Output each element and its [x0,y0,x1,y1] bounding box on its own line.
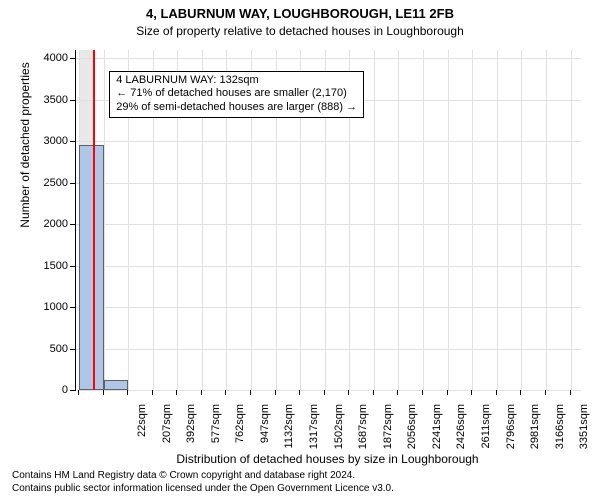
y-tick-mark [70,58,75,59]
x-tick-mark [496,390,497,395]
x-tick-label: 207sqm [161,404,173,464]
x-tick-mark [78,390,79,395]
x-tick-label: 1872sqm [382,404,394,464]
x-tick-mark [275,390,276,395]
caption-line-1: Contains HM Land Registry data © Crown c… [12,470,355,481]
annotation-box: 4 LABURNUM WAY: 132sqm← 71% of detached … [109,71,364,118]
x-tick-mark [348,390,349,395]
y-tick-label: 2500 [28,177,68,189]
x-tick-mark [447,390,448,395]
x-tick-label: 2796sqm [505,404,517,464]
x-tick-mark [299,390,300,395]
x-tick-mark [545,390,546,395]
gridline-v [448,50,449,390]
x-tick-mark [422,390,423,395]
y-tick-mark [70,307,75,308]
y-tick-label: 1000 [28,301,68,313]
x-tick-label: 3166sqm [554,404,566,464]
gridline-v [497,50,498,390]
x-tick-mark [250,390,251,395]
x-tick-mark [324,390,325,395]
y-tick-mark [70,141,75,142]
gridline-v [546,50,547,390]
gridline-v [374,50,375,390]
x-tick-mark [397,390,398,395]
x-tick-mark [127,390,128,395]
x-tick-mark [103,390,104,395]
gridline-v [472,50,473,390]
x-tick-label: 392sqm [185,404,197,464]
x-tick-mark [570,390,571,395]
x-tick-mark [201,390,202,395]
x-tick-label: 1502sqm [333,404,345,464]
annotation-line1: 4 LABURNUM WAY: 132sqm [116,74,357,88]
y-tick-label: 500 [28,343,68,355]
x-tick-label: 1132sqm [283,404,295,464]
gridline-v [423,50,424,390]
y-tick-label: 4000 [28,52,68,64]
property-marker-line [93,50,95,390]
caption-line-2: Contains public sector information licen… [12,483,394,494]
y-tick-mark [70,349,75,350]
x-tick-mark [471,390,472,395]
x-tick-mark [225,390,226,395]
x-tick-label: 2981sqm [529,404,541,464]
y-tick-mark [70,224,75,225]
y-tick-mark [70,100,75,101]
x-tick-label: 22sqm [136,404,148,464]
y-tick-mark [70,183,75,184]
y-tick-label: 0 [28,384,68,396]
chart-title: 4, LABURNUM WAY, LOUGHBOROUGH, LE11 2FB [0,6,600,21]
x-tick-label: 2056sqm [406,404,418,464]
x-tick-mark [176,390,177,395]
x-tick-label: 2426sqm [455,404,467,464]
x-tick-label: 577sqm [210,404,222,464]
histogram-bar [79,145,104,390]
x-tick-label: 1317sqm [308,404,320,464]
x-tick-mark [373,390,374,395]
annotation-line2: ← 71% of detached houses are smaller (2,… [116,87,357,101]
y-tick-mark [70,390,75,391]
y-tick-mark [70,266,75,267]
x-tick-label: 3351sqm [578,404,590,464]
plot-area: 4 LABURNUM WAY: 132sqm← 71% of detached … [75,50,581,391]
histogram-bar [104,380,129,390]
y-tick-label: 3000 [28,135,68,147]
x-tick-label: 947sqm [259,404,271,464]
gridline-v [104,50,105,390]
chart-container: 4, LABURNUM WAY, LOUGHBOROUGH, LE11 2FB … [0,0,600,500]
gridline-v [571,50,572,390]
x-tick-label: 762sqm [234,404,246,464]
gridline-v [398,50,399,390]
y-tick-label: 3500 [28,94,68,106]
annotation-line3: 29% of semi-detached houses are larger (… [116,101,357,115]
x-tick-label: 2611sqm [480,404,492,464]
x-tick-mark [520,390,521,395]
x-tick-label: 2241sqm [431,404,443,464]
x-tick-label: 1687sqm [357,404,369,464]
chart-subtitle: Size of property relative to detached ho… [0,24,600,38]
y-tick-label: 1500 [28,260,68,272]
y-tick-label: 2000 [28,218,68,230]
x-tick-mark [152,390,153,395]
gridline-v [521,50,522,390]
